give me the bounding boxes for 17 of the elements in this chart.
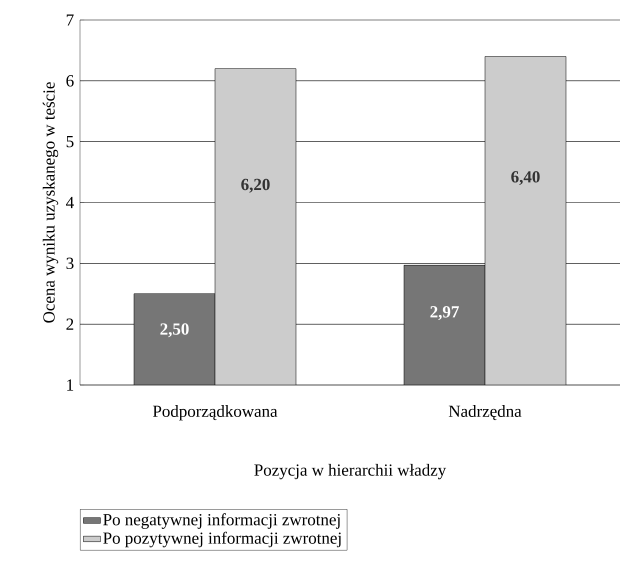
legend-label: Po negatywnej informacji zwrotnej <box>103 513 340 529</box>
data-label: 6,40 <box>511 171 540 185</box>
y-tick-label: 1 <box>67 379 74 391</box>
y-tick-label: 7 <box>66 14 74 26</box>
data-label: 6,20 <box>241 178 270 193</box>
y-axis-title: Ocena wyniku uzyskanego w teście <box>42 82 58 323</box>
y-tick-label: 6 <box>66 75 74 87</box>
data-label: 2,50 <box>160 323 189 338</box>
y-tick-label: 3 <box>66 258 74 270</box>
y-tick-label: 2 <box>66 318 74 330</box>
y-tick-label: 5 <box>66 136 74 148</box>
x-axis-title: Pozycja w hierarchii władzy <box>254 464 446 480</box>
legend-label: Po pozytywnej informacji zwrotnej <box>103 532 341 548</box>
y-tick-label: 4 <box>66 196 74 208</box>
x-tick-label: Nadrzędna <box>448 405 522 420</box>
data-label: 2,97 <box>430 306 459 320</box>
x-tick-label: Podporządkowana <box>152 405 278 420</box>
